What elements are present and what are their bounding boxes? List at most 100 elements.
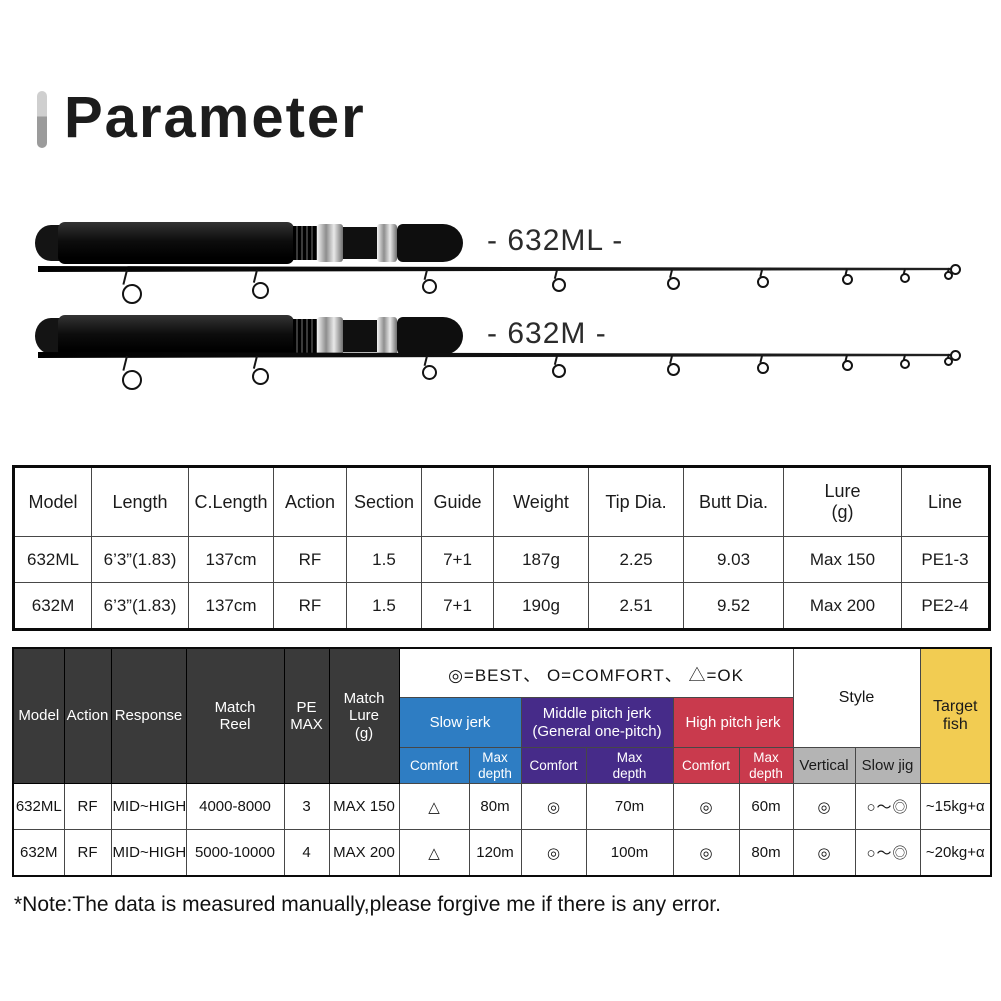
jig-sub-slow-jig: Slow jig xyxy=(854,746,921,785)
jig-header-model: Model xyxy=(12,647,65,785)
spec-header-butt-dia: Butt Dia. xyxy=(683,466,784,537)
spec-cell: PE1-3 xyxy=(901,536,990,583)
jig-cell: 80m xyxy=(468,783,522,831)
jig-rating-cell: ◎ xyxy=(520,783,587,831)
rod-lock-nut xyxy=(293,319,317,353)
jig-cell: 70m xyxy=(585,783,674,831)
jig-header-row-3: Comfort Max depth Comfort Max depth Comf… xyxy=(13,746,991,785)
jig-rating-cell: △ xyxy=(398,783,470,831)
jig-header-row-2: Slow jerk Middle pitch jerk (General one… xyxy=(13,697,991,748)
rod-label-632m: - 632M - xyxy=(487,317,607,350)
jig-row-632ml: 632ML RF MID~HIGH 4000-8000 3 MAX 150 △ … xyxy=(12,783,992,831)
jig-header-match-lure: Match Lure (g) xyxy=(328,647,400,785)
spec-row-632m: 632M 6’3”(1.83) 137cm RF 1.5 7+1 190g 2.… xyxy=(13,582,990,630)
rod-reel-seat-ring xyxy=(377,224,397,262)
jig-group-high-pitch-jerk: High pitch jerk xyxy=(672,697,794,748)
jig-cell: 100m xyxy=(585,829,674,877)
spec-cell: RF xyxy=(273,536,347,583)
spec-header-clength: C.Length xyxy=(188,466,274,537)
jig-cell: MAX 150 xyxy=(328,783,400,831)
jig-cell: 5000-10000 xyxy=(185,829,285,877)
note-text: *Note:The data is measured manually,plea… xyxy=(14,893,721,916)
rod-label-632ml: - 632ML - xyxy=(487,224,624,257)
spec-header-tip-dia: Tip Dia. xyxy=(588,466,684,537)
jig-header-action: Action xyxy=(63,647,112,785)
spec-cell: 9.03 xyxy=(683,536,784,583)
rod-reel-seat xyxy=(343,227,377,259)
rod-reel-seat xyxy=(343,320,377,352)
jig-group-middle-pitch-jerk: Middle pitch jerk (General one-pitch) xyxy=(520,697,674,748)
jig-rating-cell: ◎ xyxy=(672,829,740,877)
jigging-style-table: Model Action Response Match Reel PE MAX … xyxy=(12,647,993,878)
spec-cell: PE2-4 xyxy=(901,582,990,630)
jig-rating-cell: ◎ xyxy=(672,783,740,831)
jig-rating-cell: ◎ xyxy=(792,829,856,877)
rod-foregrip xyxy=(397,224,463,262)
spec-cell: 190g xyxy=(493,582,589,630)
spec-header-weight: Weight xyxy=(493,466,589,537)
jig-group-slow-jerk: Slow jerk xyxy=(398,697,522,748)
jig-rating-cell: ◎ xyxy=(792,783,856,831)
jig-header-pe-max: PE MAX xyxy=(283,647,330,785)
rod-reel-seat-ring xyxy=(317,224,343,262)
spec-cell: Max 150 xyxy=(783,536,902,583)
symbol-legend: ◎=BEST、 O=COMFORT、 △=OK xyxy=(398,647,794,698)
spec-cell: 1.5 xyxy=(346,582,422,630)
jig-sub-middle-comfort: Comfort xyxy=(520,746,587,785)
jig-cell: 4000-8000 xyxy=(185,783,285,831)
jig-header-target-fish: Target fish xyxy=(919,647,992,785)
spec-header-lure: Lure (g) xyxy=(783,466,902,537)
spec-cell: 9.52 xyxy=(683,582,784,630)
jig-cell: RF xyxy=(63,783,112,831)
rod-lock-nut xyxy=(293,226,317,260)
jig-target-cell: ~15kg+α xyxy=(919,783,992,831)
spec-header-action: Action xyxy=(273,466,347,537)
spec-header-length: Length xyxy=(91,466,189,537)
spec-table: Model Length C.Length Action Section Gui… xyxy=(12,465,991,631)
jig-cell: MID~HIGH xyxy=(110,829,187,877)
spec-cell: 632ML xyxy=(13,536,92,583)
jig-cell: MID~HIGH xyxy=(110,783,187,831)
spec-cell: 6’3”(1.83) xyxy=(91,582,189,630)
jig-sub-vertical: Vertical xyxy=(792,746,856,785)
jig-rating-range-cell: ○～◎ xyxy=(854,829,921,877)
jig-rating-cell: ◎ xyxy=(520,829,587,877)
title-accent-bar xyxy=(37,91,47,148)
jig-cell: 632M xyxy=(12,829,65,877)
jig-sub-middle-max-depth: Max depth xyxy=(585,746,674,785)
spec-header-section: Section xyxy=(346,466,422,537)
spec-cell: 137cm xyxy=(188,582,274,630)
jig-target-cell: ~20kg+α xyxy=(919,829,992,877)
jig-header-match-reel: Match Reel xyxy=(185,647,285,785)
jig-cell: 4 xyxy=(283,829,330,877)
spec-cell: Max 200 xyxy=(783,582,902,630)
jig-header-response: Response xyxy=(110,647,187,785)
spec-cell: 2.51 xyxy=(588,582,684,630)
spec-cell: 632M xyxy=(13,582,92,630)
jig-sub-high-max-depth: Max depth xyxy=(738,746,794,785)
spec-row-632ml: 632ML 6’3”(1.83) 137cm RF 1.5 7+1 187g 2… xyxy=(13,536,990,583)
rod-reel-seat-ring xyxy=(377,317,397,355)
spec-cell: 6’3”(1.83) xyxy=(91,536,189,583)
jig-cell: RF xyxy=(63,829,112,877)
page-title: Parameter xyxy=(64,85,366,150)
spec-cell: 187g xyxy=(493,536,589,583)
jig-rating-range-cell: ○～◎ xyxy=(854,783,921,831)
jig-cell: 80m xyxy=(738,829,794,877)
jig-cell: MAX 200 xyxy=(328,829,400,877)
spec-cell: RF xyxy=(273,582,347,630)
rod-rear-grip xyxy=(58,222,294,264)
rod-reel-seat-ring xyxy=(317,317,343,355)
jig-sub-slow-max-depth: Max depth xyxy=(468,746,522,785)
rod-blank xyxy=(38,266,956,272)
jig-cell: 60m xyxy=(738,783,794,831)
spec-cell: 7+1 xyxy=(421,582,494,630)
rod-blank xyxy=(38,352,956,358)
spec-header-line: Line xyxy=(901,466,990,537)
jig-sub-high-comfort: Comfort xyxy=(672,746,740,785)
jig-header-row-1: Model Action Response Match Reel PE MAX … xyxy=(12,647,992,785)
spec-cell: 2.25 xyxy=(588,536,684,583)
jig-rating-cell: △ xyxy=(398,829,470,877)
jig-cell: 120m xyxy=(468,829,522,877)
